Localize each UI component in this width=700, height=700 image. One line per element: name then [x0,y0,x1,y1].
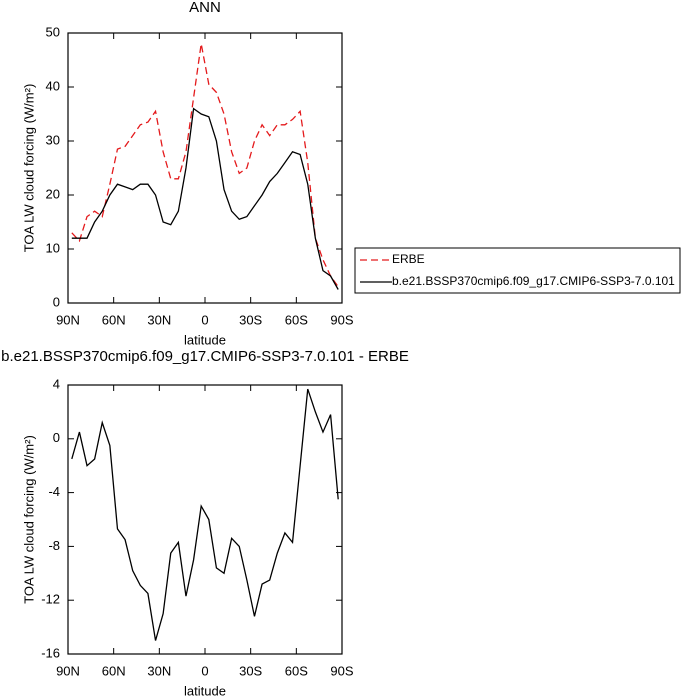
chart-title: ANN [189,0,221,16]
y-tick-label: -8 [48,538,60,553]
y-tick-label: -16 [41,645,60,660]
x-tick-label: 60S [285,663,308,678]
plot-frame [67,384,343,655]
y-tick-label: 30 [46,132,60,147]
x-axis-label: latitude [184,683,226,698]
y-tick-label: -4 [48,484,60,499]
x-tick-label: 0 [201,312,208,327]
y-tick-label: 0 [53,430,60,445]
y-tick-label: -12 [41,592,60,607]
legend-label: ERBE [392,252,425,266]
x-axis-label: latitude [184,332,226,347]
x-tick-label: 90N [56,312,80,327]
x-tick-label: 60S [285,312,308,327]
y-tick-label: 20 [46,186,60,201]
series-line [71,43,339,288]
y-axis-label: TOA LW cloud forcing (W/m²) [21,435,36,604]
chart-title: b.e21.BSSP370cmip6.f09_g17.CMIP6-SSP3-7.… [1,348,409,365]
y-tick-label: 40 [46,78,60,93]
legend-label: b.e21.BSSP370cmip6.f09_g17.CMIP6-SSP3-7.… [392,274,675,288]
x-tick-label: 90S [330,663,353,678]
x-tick-label: 0 [201,663,208,678]
x-tick-label: 30S [239,312,262,327]
series-line [71,107,339,290]
x-tick-label: 90S [330,312,353,327]
y-axis-label: TOA LW cloud forcing (W/m²) [21,84,36,253]
legend-box [354,247,681,294]
y-tick-label: 50 [46,24,60,39]
x-tick-label: 30N [147,663,171,678]
y-tick-label: 4 [53,376,60,391]
x-tick-label: 60N [102,663,126,678]
y-tick-label: 10 [46,240,60,255]
x-tick-label: 30N [147,312,171,327]
y-tick-label: 0 [53,294,60,309]
series-line [71,388,339,641]
x-tick-label: 60N [102,312,126,327]
x-tick-label: 30S [239,663,262,678]
x-tick-label: 90N [56,663,80,678]
plot-frame [67,32,343,304]
